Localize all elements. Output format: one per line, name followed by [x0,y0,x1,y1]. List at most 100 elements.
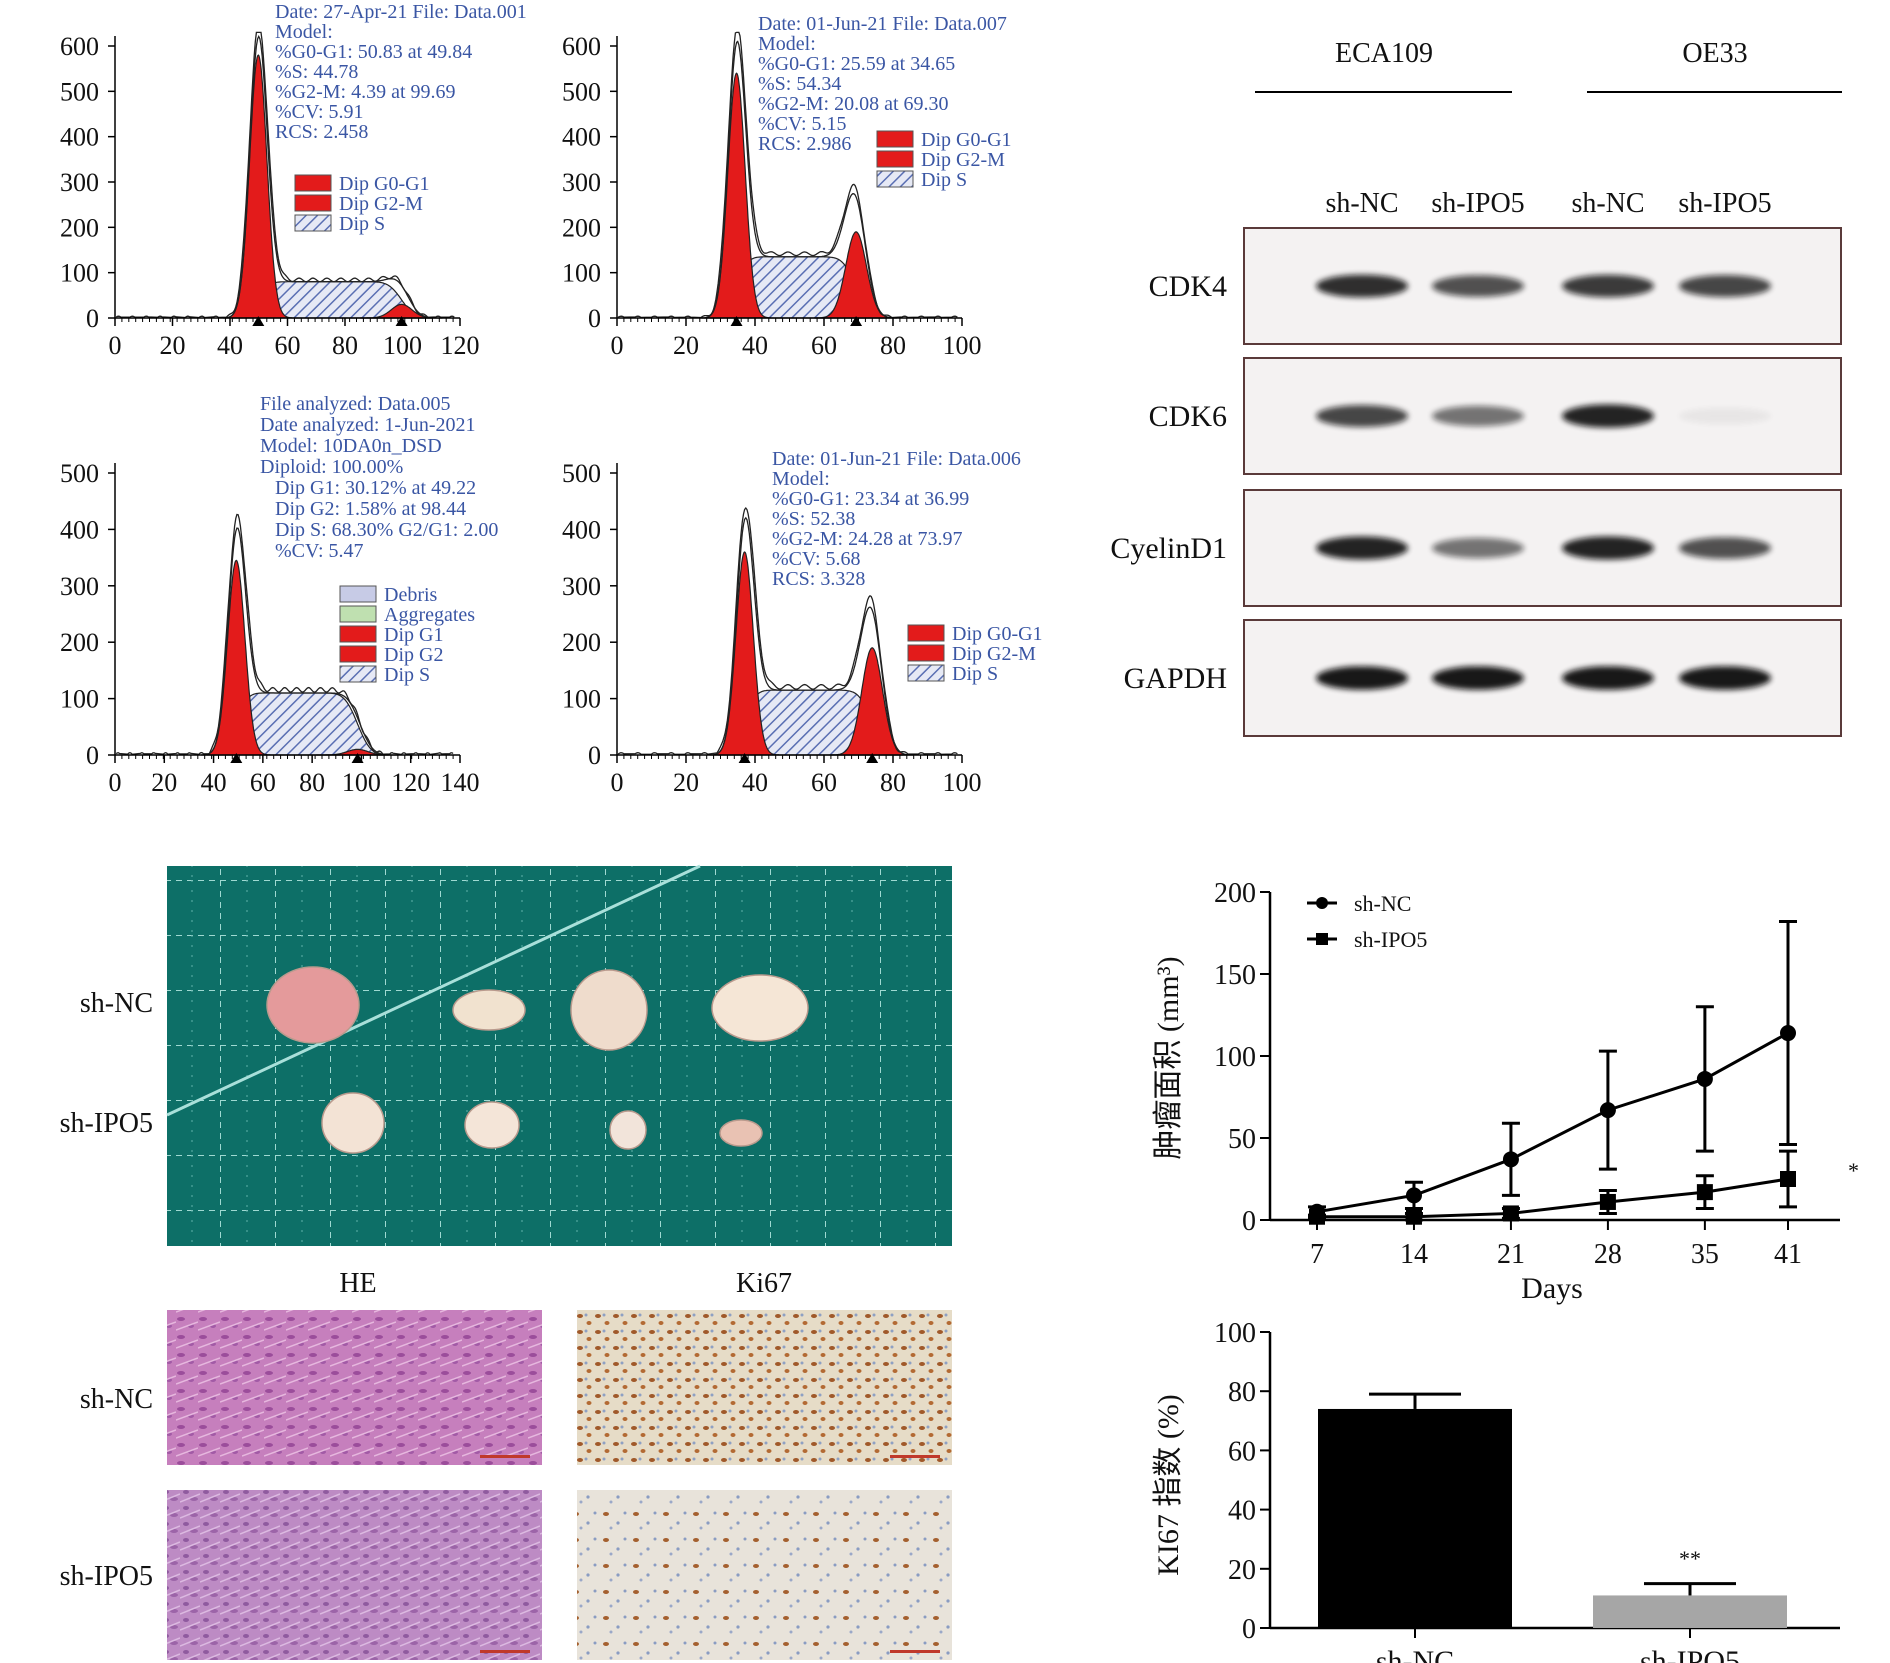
y-tick-label: 500 [60,459,99,488]
legend-label: Aggregates [384,604,475,626]
legend-label: Dip S [921,169,967,191]
y-tick-label: 500 [562,77,601,106]
x-tick-label: 60 [250,768,276,797]
y-tick-label: 40 [1228,1496,1256,1527]
x-tick-label: 41 [1774,1239,1802,1270]
x-tick-label: 100 [943,768,982,797]
legend-swatch [907,624,945,642]
data-point-circle [1696,1070,1713,1087]
tumor-specimen [464,1101,520,1149]
x-tick-label: 80 [880,768,906,797]
x-tick-label: 60 [275,331,301,360]
legend-swatch [339,665,377,683]
data-point-square [1502,1205,1519,1222]
protein-label: GAPDH [1124,662,1227,695]
legend-swatch [876,130,914,148]
cell-line-label: ECA109 [1335,38,1433,69]
legend-swatch [907,644,945,662]
histogram-envelope [715,516,906,756]
protein-band [1432,537,1524,559]
significance-marker: * [1848,1158,1859,1183]
legend-label: Dip G1 [384,624,443,646]
legend-label: sh-IPO5 [1354,927,1427,952]
x-tick-label: 7 [1310,1239,1324,1270]
peak-marker-icon [252,316,265,326]
legend-swatch [339,625,377,643]
model-annotation-line: %CV: 5.91 [275,101,364,123]
data-point-square [1309,1208,1325,1225]
protein-band [1679,537,1771,559]
model-annotation-line: %S: 44.78 [275,61,358,83]
protein-band [1679,407,1771,425]
legend-swatch [876,170,914,188]
model-annotation-line: %G0-G1: 23.34 at 36.99 [772,488,969,510]
scale-bar [480,1650,530,1653]
y-tick-label: 50 [1228,1124,1256,1155]
model-annotation-line: Date: 01-Jun-21 File: Data.006 [772,448,1021,470]
protein-band [1432,666,1524,690]
y-tick-label: 500 [562,459,601,488]
y-tick-label: 0 [1242,1614,1256,1645]
x-tick-label: 80 [332,331,358,360]
protein-band [1562,536,1654,560]
protein-label: CDK4 [1149,270,1227,303]
bar-sh-IPO5 [1593,1595,1787,1628]
model-annotation-line: %CV: 5.47 [275,540,364,562]
histology-row-label: sh-NC [80,1384,153,1415]
model-annotation-line: Model: [275,21,333,43]
data-point-square [1405,1208,1422,1225]
protein-band [1562,666,1654,690]
protein-band [1562,274,1654,298]
histogram-envelope [227,35,430,319]
y-tick-label: 100 [60,259,99,288]
legend-marker-circle [1316,897,1328,909]
model-annotation-line: RCS: 3.328 [772,568,865,590]
legend-label: Dip G2-M [339,193,423,215]
legend-swatch [339,645,377,663]
histology-image [167,1310,542,1465]
y-tick-label: 400 [562,515,601,544]
histogram-envelope [706,40,890,319]
legend-label: Dip G0-G1 [339,173,430,195]
tumor-specimen [609,1110,647,1150]
protein-band [1432,405,1524,427]
flow-histogram-2: 0 20 40 60 80 100 0 100 200 300 400 500 600 Date: 01-… [562,13,1012,360]
legend-label: Dip G2-M [921,149,1005,171]
histology-image [167,1490,542,1660]
histology-panel: HE Ki67 sh-NC sh-IPO5 [60,1268,952,1660]
tumor-specimen [452,989,526,1031]
series-line-sh-NC [1316,1031,1789,1214]
x-tick-label: 0 [611,768,624,797]
peak-marker-icon [351,753,364,763]
x-tick-label: 140 [441,768,480,797]
protein-band [1316,274,1408,298]
histology-image [577,1490,952,1660]
model-annotation-line: Date: 01-Jun-21 File: Data.007 [758,13,1007,35]
x-tick-label: 40 [742,331,768,360]
lane-label: sh-IPO5 [1431,188,1524,219]
mat-diagonal-line [166,864,701,1117]
tumor-row-label: sh-IPO5 [60,1108,153,1139]
x-tick-label: 21 [1497,1239,1525,1270]
peak-marker-icon [850,316,863,326]
y-tick-label: 400 [60,123,99,152]
tumor-specimen [719,1119,763,1147]
peak-marker-icon [230,753,243,763]
model-annotation-line: %CV: 5.15 [758,113,847,135]
ki67-bar-chart: 0 20 40 60 80 100 KI67 指数 (%) sh-NC sh-IPO5 ** [1152,1318,1840,1663]
y-tick-label: 80 [1228,1377,1256,1408]
lane-label: sh-NC [1571,188,1644,219]
x-tick-label: 100 [383,331,422,360]
western-blot-panel: ECA109 OE33 sh-NC sh-IPO5 sh-NC sh-IPO5 CDK4 CD… [1110,38,1842,737]
x-tick-label: 40 [742,768,768,797]
y-tick-label: 400 [60,515,99,544]
y-tick-label: 400 [562,123,601,152]
histogram-envelope [617,31,958,319]
model-annotation-line: Model: [772,468,830,490]
legend-label: Dip G2-M [952,643,1036,665]
x-axis-label: Days [1521,1272,1583,1305]
y-tick-label: 0 [588,741,601,770]
y-tick-label: 100 [60,685,99,714]
y-tick-label: 20 [1228,1555,1256,1586]
y-tick-label: 300 [60,572,99,601]
